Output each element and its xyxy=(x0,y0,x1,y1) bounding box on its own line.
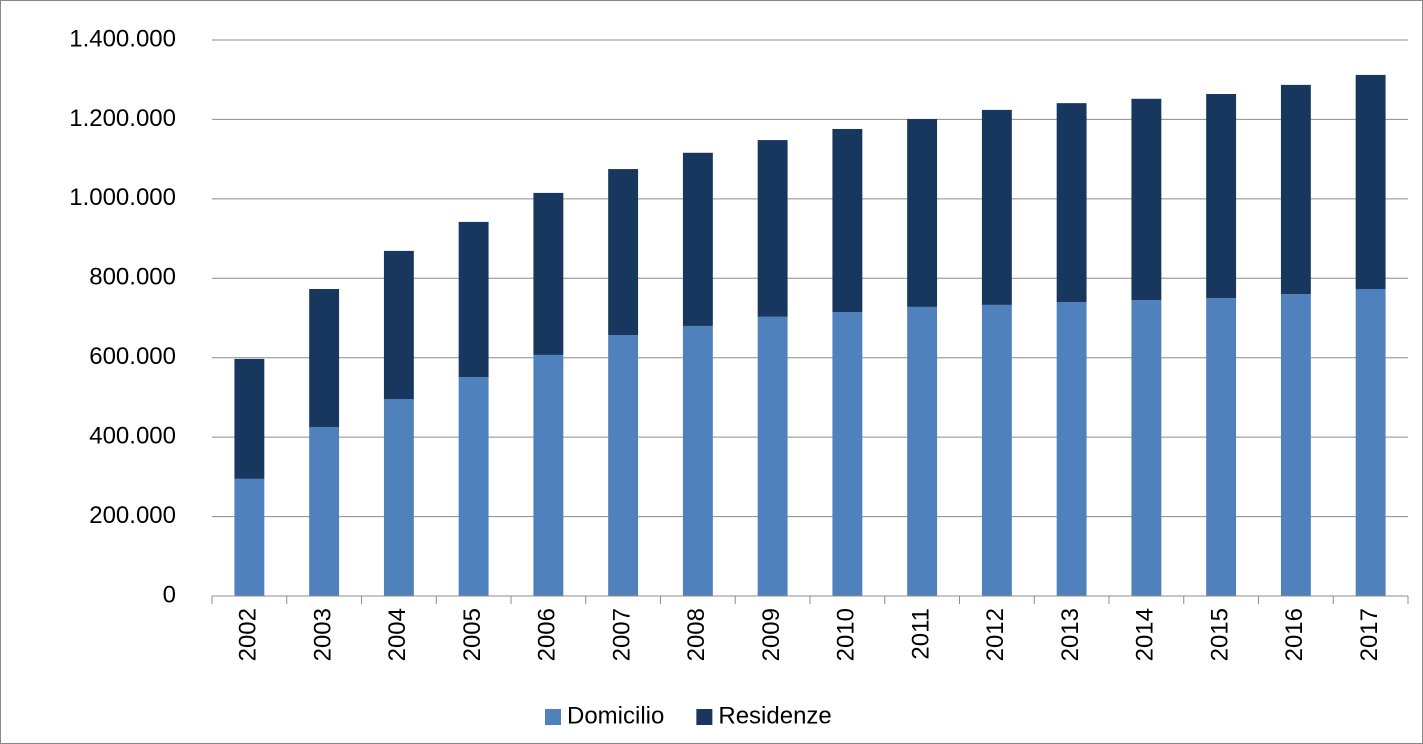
bar-segment xyxy=(458,377,489,596)
bar-segment xyxy=(1206,94,1237,299)
y-tick-label: 1.400.000 xyxy=(69,25,176,52)
x-tick-label: 2006 xyxy=(534,608,561,661)
x-tick-label: 2013 xyxy=(1057,608,1084,661)
bar-segment xyxy=(608,335,639,596)
x-tick-label: 2007 xyxy=(608,608,635,661)
x-tick-label: 2002 xyxy=(235,608,262,661)
bar-segment xyxy=(1056,302,1087,596)
bar-segment xyxy=(383,399,414,596)
y-tick-label: 800.000 xyxy=(89,264,176,291)
bar-segment xyxy=(682,325,713,596)
x-tick-label: 2012 xyxy=(982,608,1009,661)
bar-segment xyxy=(309,289,340,428)
bar-segment xyxy=(1355,289,1386,596)
legend-swatch xyxy=(696,709,713,725)
x-tick-label: 2015 xyxy=(1206,608,1233,661)
bar-segment xyxy=(533,192,564,355)
x-tick-label: 2009 xyxy=(758,608,785,661)
bar-segment xyxy=(1280,294,1311,596)
bar-segment xyxy=(1056,103,1087,303)
x-tick-label: 2003 xyxy=(309,608,336,661)
x-tick-label: 2016 xyxy=(1281,608,1308,661)
x-tick-label: 2004 xyxy=(384,608,411,661)
bar-segment xyxy=(682,152,713,326)
legend-label: Residenze xyxy=(718,702,831,729)
y-tick-label: 400.000 xyxy=(89,422,176,449)
bar-segment xyxy=(1131,98,1162,301)
bar-segment xyxy=(907,119,938,307)
bar-segment xyxy=(1355,74,1386,290)
bar-segment xyxy=(757,316,788,596)
bar-segment xyxy=(533,354,564,596)
bar-segment xyxy=(608,169,639,336)
bar-segment xyxy=(383,250,414,400)
legend-label: Domicilio xyxy=(567,702,664,729)
x-tick-label: 2014 xyxy=(1132,608,1159,661)
bar-segment xyxy=(234,358,265,479)
bar-segment xyxy=(458,221,489,378)
x-tick-label: 2005 xyxy=(459,608,486,661)
bar-segment xyxy=(981,304,1012,596)
bar-segment xyxy=(832,128,863,313)
y-tick-label: 1.000.000 xyxy=(69,184,176,211)
y-tick-label: 1.200.000 xyxy=(69,105,176,132)
bar-segment xyxy=(832,312,863,596)
bar-segment xyxy=(309,427,340,596)
x-tick-label: 2008 xyxy=(683,608,710,661)
bar-segment xyxy=(1280,84,1311,295)
bar-segment xyxy=(757,140,788,317)
bar-segment xyxy=(907,306,938,596)
y-tick-label: 600.000 xyxy=(89,343,176,370)
bar-segment xyxy=(1206,298,1237,596)
y-tick-label: 0 xyxy=(163,581,176,608)
x-tick-label: 2010 xyxy=(833,608,860,661)
bar-segment xyxy=(234,478,265,596)
legend-swatch xyxy=(545,709,561,725)
x-tick-label: 2011 xyxy=(907,608,934,660)
y-tick-label: 200.000 xyxy=(89,502,176,529)
bar-segment xyxy=(981,109,1012,305)
x-tick-label: 2017 xyxy=(1356,608,1383,661)
bar-segment xyxy=(1131,300,1162,596)
